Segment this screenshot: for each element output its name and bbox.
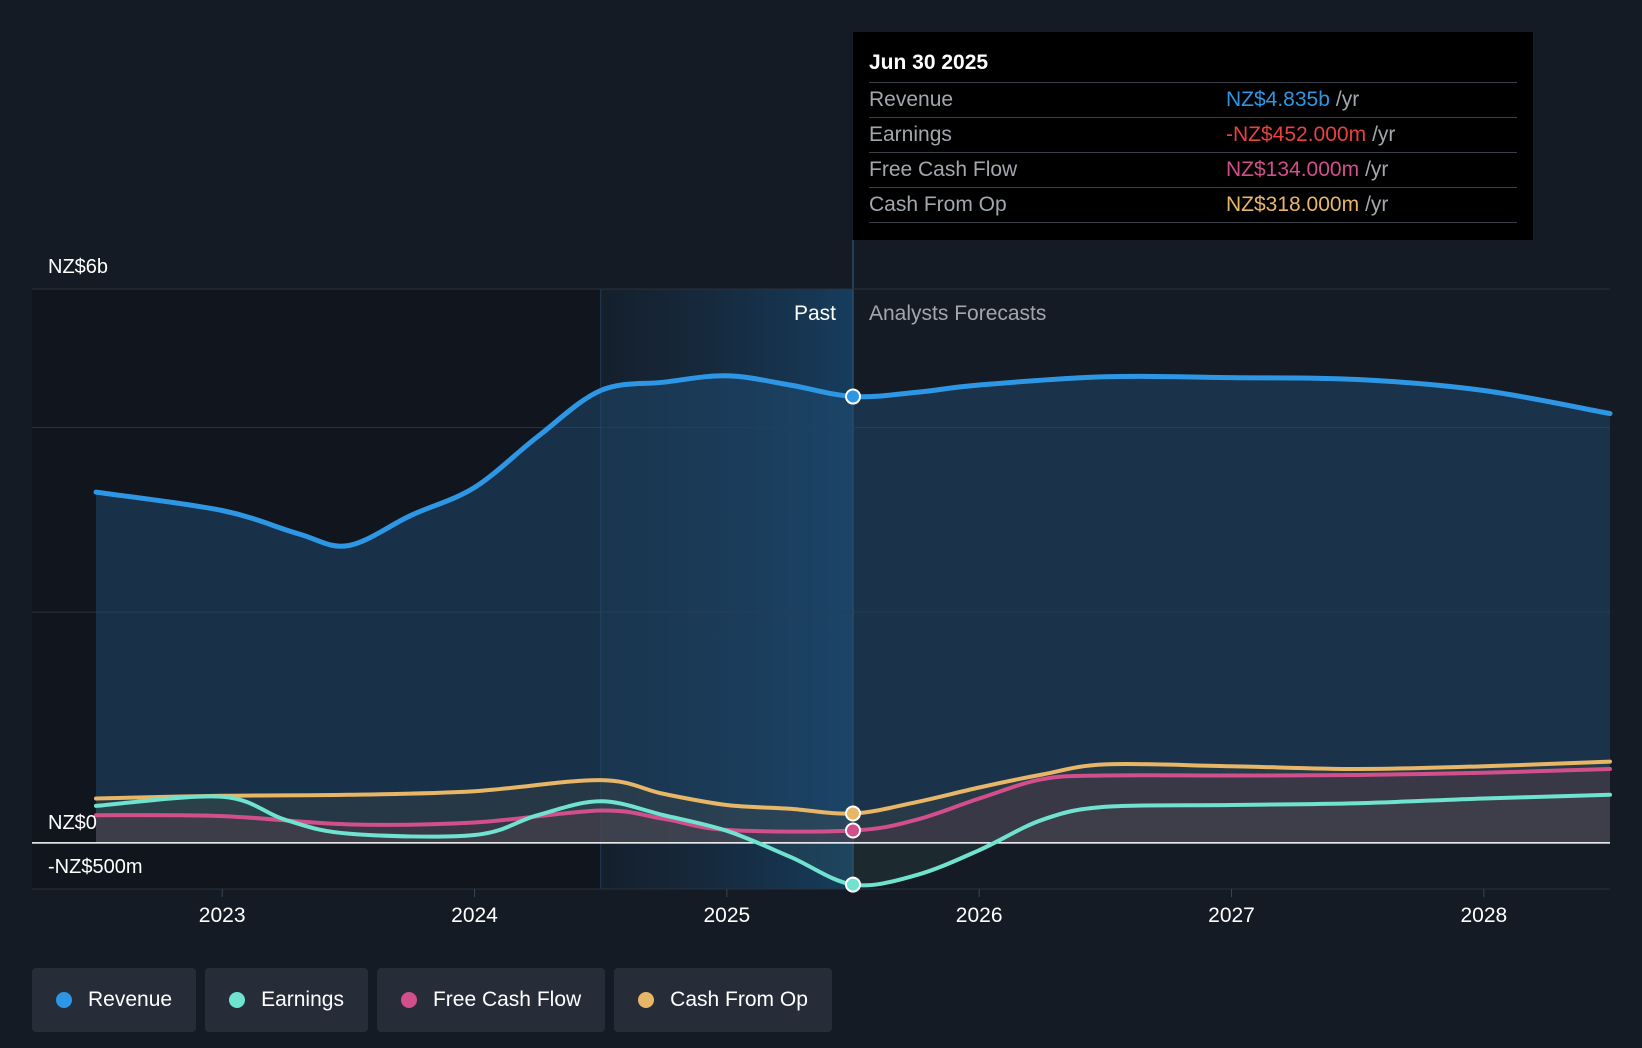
marker-earnings (845, 876, 861, 893)
legend: Revenue Earnings Free Cash Flow Cash Fro… (32, 968, 832, 1032)
legend-dot-icon (56, 992, 72, 1008)
tooltip-row-label: Cash From Op (869, 193, 1007, 216)
tooltip: Jun 30 2025 Revenue NZ$4.835b /yr Earnin… (853, 32, 1533, 240)
legend-item-free-cash-flow[interactable]: Free Cash Flow (376, 968, 606, 1032)
y-axis-label: NZ$6b (48, 256, 108, 278)
tooltip-row-label: Free Cash Flow (869, 158, 1018, 181)
legend-dot-icon (400, 992, 417, 1008)
tooltip-row-unit: /yr (1335, 88, 1360, 111)
area-revenue (96, 375, 1610, 843)
tooltip-row-value: NZ$134.000m (1226, 158, 1360, 181)
line-earnings (94, 792, 1612, 888)
legend-item-revenue[interactable]: Revenue (32, 968, 197, 1032)
legend-item-earnings[interactable]: Earnings (205, 968, 368, 1032)
legend-item-cash-from-op[interactable]: Cash From Op (614, 968, 832, 1032)
tooltip-row-label: Earnings (869, 123, 952, 146)
tooltip-row-cash-from-op: Cash From Op NZ$318.000m /yr (869, 188, 1517, 223)
tooltip-row-earnings: Earnings -NZ$452.000m /yr (869, 118, 1517, 153)
y-axis-label: -NZ$500m (48, 856, 142, 878)
marker-revenue (845, 388, 861, 405)
legend-label: Revenue (88, 988, 173, 1011)
area-earnings (96, 794, 1610, 886)
legend-label: Free Cash Flow (432, 988, 582, 1011)
tooltip-row-unit: /yr (1365, 193, 1389, 216)
legend-label: Cash From Op (670, 988, 808, 1011)
chart-plot: NZ$6b NZ$0 -NZ$500m 2023 2024 2025 2026 2027 202… (32, 240, 1613, 927)
x-tick-label: 2025 (703, 904, 750, 927)
past-label: Past (794, 302, 836, 325)
legend-label: Earnings (261, 988, 344, 1011)
line-revenue (93, 373, 1613, 549)
tooltip-row-unit: /yr (1365, 158, 1389, 181)
tooltip-row-revenue: Revenue NZ$4.835b /yr (869, 83, 1517, 118)
line-free-cash-flow (94, 767, 1612, 834)
legend-dot-icon (229, 992, 246, 1008)
tooltip-row-free-cash-flow: Free Cash Flow NZ$134.000m /yr (869, 153, 1517, 188)
legend-dot-icon (638, 992, 655, 1008)
x-tick-label: 2026 (956, 904, 1003, 927)
tooltip-row-value: -NZ$452.000m (1226, 123, 1367, 146)
tooltip-row-unit: /yr (1372, 123, 1396, 146)
marker-cash-from-op (845, 805, 861, 822)
tooltip-row-value: NZ$4.835b (1226, 88, 1330, 111)
tooltip-row-value: NZ$318.000m (1226, 193, 1360, 216)
tooltip-row-label: Revenue (869, 88, 954, 111)
x-tick-label: 2027 (1208, 904, 1255, 927)
marker-free-cash-flow (845, 822, 861, 839)
y-axis-label: NZ$0 (48, 812, 97, 834)
x-tick-label: 2024 (451, 904, 498, 927)
tooltip-date: Jun 30 2025 (869, 48, 1517, 83)
forecast-label: Analysts Forecasts (869, 302, 1046, 325)
x-tick-label: 2028 (1460, 904, 1507, 927)
x-tick-label: 2023 (199, 904, 246, 927)
